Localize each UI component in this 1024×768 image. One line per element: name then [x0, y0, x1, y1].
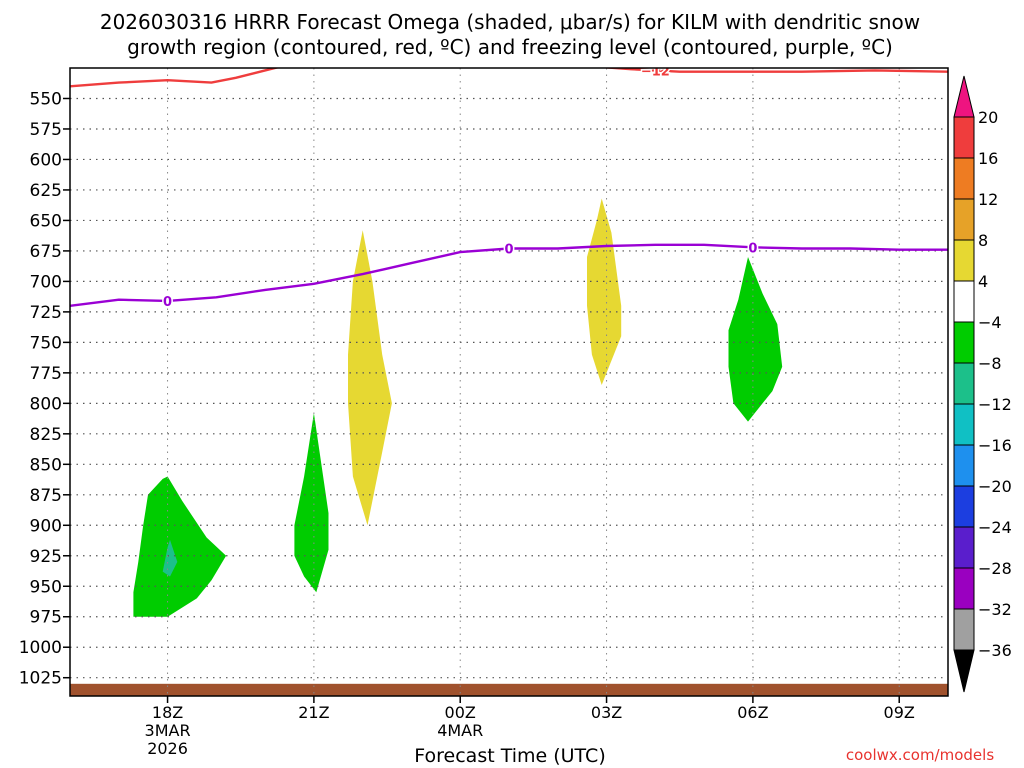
colorbar-bin-3 — [953, 239, 975, 282]
colorbar-bin-8 — [953, 444, 975, 487]
plot-area: −12 0 0 0 550 575 600 625 650 675 700 725 750 775 800 8… — [19, 64, 949, 758]
y-tick-label-775: 775 — [30, 364, 62, 384]
colorbar-label-13: −36 — [978, 641, 1012, 660]
y-tick-label-600: 600 — [30, 150, 62, 170]
x-tick-label-18Z: 18Z — [152, 703, 183, 722]
dgz-minus12-contour-label-0: −12 — [641, 64, 670, 79]
colorbar-label-7: −12 — [978, 395, 1012, 414]
y-tick-label-875: 875 — [30, 486, 62, 506]
colorbar-label-10: −24 — [978, 518, 1012, 537]
y-tick-label-1000: 1000 — [19, 638, 62, 658]
y-tick-label-725: 725 — [30, 303, 62, 323]
y-tick-label-975: 975 — [30, 608, 62, 628]
y-tick-label-650: 650 — [30, 211, 62, 231]
colorbar-label-4: 4 — [978, 272, 988, 291]
colorbar-bin-6 — [953, 362, 975, 405]
freezing-level-contour-label-1: 0 — [504, 242, 513, 257]
omega-green-mid — [728, 257, 783, 422]
freezing-level-contour — [70, 243, 948, 307]
plot-inner: −12 0 0 0 — [70, 64, 948, 696]
y-tick-label-950: 950 — [30, 577, 62, 597]
y-tick-label-1025: 1025 — [19, 669, 62, 689]
x-tick-label-09Z: 09Z — [884, 703, 915, 722]
colorbar-label-2: 12 — [978, 190, 998, 209]
y-tick-label-750: 750 — [30, 333, 62, 353]
omega-yellow-mid-2 — [587, 198, 622, 385]
x-tick-label-00Z: 00Z — [445, 703, 476, 722]
omega-green-low-1 — [133, 476, 227, 617]
colorbar-label-11: −28 — [978, 559, 1012, 578]
x-tick-label-06Z: 06Z — [737, 703, 768, 722]
colorbar-bin-9 — [953, 485, 975, 528]
colorbar-label-8: −16 — [978, 436, 1012, 455]
y-tick-label-700: 700 — [30, 272, 62, 292]
freezing-level-contour-label-2: 0 — [748, 241, 757, 256]
colorbar-label-9: −20 — [978, 477, 1012, 496]
colorbar-top-arrow — [953, 75, 975, 118]
omega-yellow-mid-1 — [348, 230, 392, 526]
omega-green-low-2 — [294, 413, 329, 593]
colorbar: 20 16 12 8 4 −4 −8 −12 −16 −20 −24 −28 −32 −36 — [953, 75, 1012, 693]
watermark: coolwx.com/models — [846, 746, 994, 764]
x-tick-sublabel1-18Z: 3MAR — [145, 721, 191, 740]
colorbar-bin-12 — [953, 608, 975, 651]
chart-title-line1: 2026030316 HRRR Forecast Omega (shaded, … — [100, 10, 920, 34]
y-tick-label-900: 900 — [30, 516, 62, 536]
x-axis-label: Forecast Time (UTC) — [414, 745, 605, 767]
x-tick-label-03Z: 03Z — [591, 703, 622, 722]
terrain-strip — [70, 683, 948, 696]
colorbar-label-6: −8 — [978, 354, 1002, 373]
colorbar-bin-4 — [953, 280, 975, 323]
y-tick-label-550: 550 — [30, 89, 62, 109]
y-tick-label-675: 675 — [30, 242, 62, 262]
y-tick-label-850: 850 — [30, 455, 62, 475]
colorbar-bin-11 — [953, 567, 975, 610]
y-tick-label-825: 825 — [30, 425, 62, 445]
y-tick-label-575: 575 — [30, 120, 62, 140]
plot-frame — [69, 67, 949, 697]
dgz-minus12-contour — [70, 68, 948, 88]
colorbar-bin-2 — [953, 198, 975, 241]
x-tick-label-21Z: 21Z — [298, 703, 329, 722]
y-tick-label-800: 800 — [30, 394, 62, 414]
colorbar-bin-0 — [953, 116, 975, 159]
colorbar-label-5: −4 — [978, 313, 1002, 332]
colorbar-label-12: −32 — [978, 600, 1012, 619]
chart-title-line2: growth region (contoured, red, ºC) and f… — [127, 35, 893, 59]
y-tick-label-625: 625 — [30, 181, 62, 201]
freezing-level-contour-label-0: 0 — [163, 295, 172, 310]
colorbar-bottom-arrow — [953, 649, 975, 693]
colorbar-bin-5 — [953, 321, 975, 364]
y-tick-label-925: 925 — [30, 547, 62, 567]
colorbar-label-0: 20 — [978, 108, 998, 127]
colorbar-label-1: 16 — [978, 149, 998, 168]
colorbar-bin-7 — [953, 403, 975, 446]
omega-teal-core — [162, 539, 178, 577]
colorbar-label-3: 8 — [978, 231, 988, 250]
x-tick-sublabel2-18Z: 2026 — [147, 739, 188, 758]
colorbar-bin-1 — [953, 157, 975, 200]
colorbar-bin-10 — [953, 526, 975, 569]
x-tick-sublabel1-00Z: 4MAR — [437, 721, 483, 740]
